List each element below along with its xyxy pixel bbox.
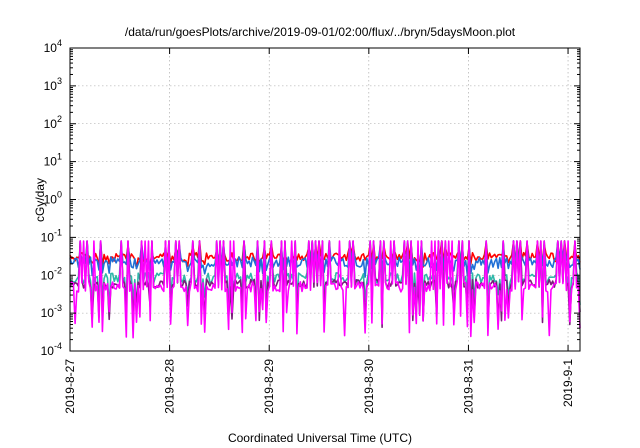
y-tick-label: 10-4 — [41, 341, 62, 358]
x-axis-ticks: 2019-8-27 2019-8-28 2019-8-29 2019-8-30 2019… — [63, 48, 575, 414]
series-line-1 — [69, 240, 581, 270]
y-tick-label: 10-3 — [41, 303, 62, 320]
x-axis-label: Coordinated Universal Time (UTC) — [228, 431, 412, 445]
x-tick-label: 2019-9-1 — [561, 359, 575, 407]
y-tick-label: 103 — [44, 76, 62, 93]
y-axis-label: cGy/day — [33, 178, 47, 222]
x-tick-label: 2019-8-28 — [163, 359, 177, 414]
y-tick-label: 101 — [44, 152, 62, 169]
y-tick-label: 10-1 — [41, 227, 62, 244]
series-line-2 — [69, 240, 581, 278]
series-line-5 — [69, 240, 581, 339]
y-tick-label: 102 — [44, 114, 62, 131]
x-tick-label: 2019-8-27 — [63, 359, 77, 414]
x-tick-label: 2019-8-31 — [461, 359, 475, 414]
x-tick-label: 2019-8-30 — [362, 359, 376, 414]
y-tick-label: 10-2 — [41, 265, 62, 282]
y-tick-label: 104 — [44, 38, 62, 55]
chart-title: /data/run/goesPlots/archive/2019-09-01/0… — [125, 25, 516, 39]
series-lines — [69, 240, 581, 339]
x-tick-label: 2019-8-29 — [262, 359, 276, 414]
